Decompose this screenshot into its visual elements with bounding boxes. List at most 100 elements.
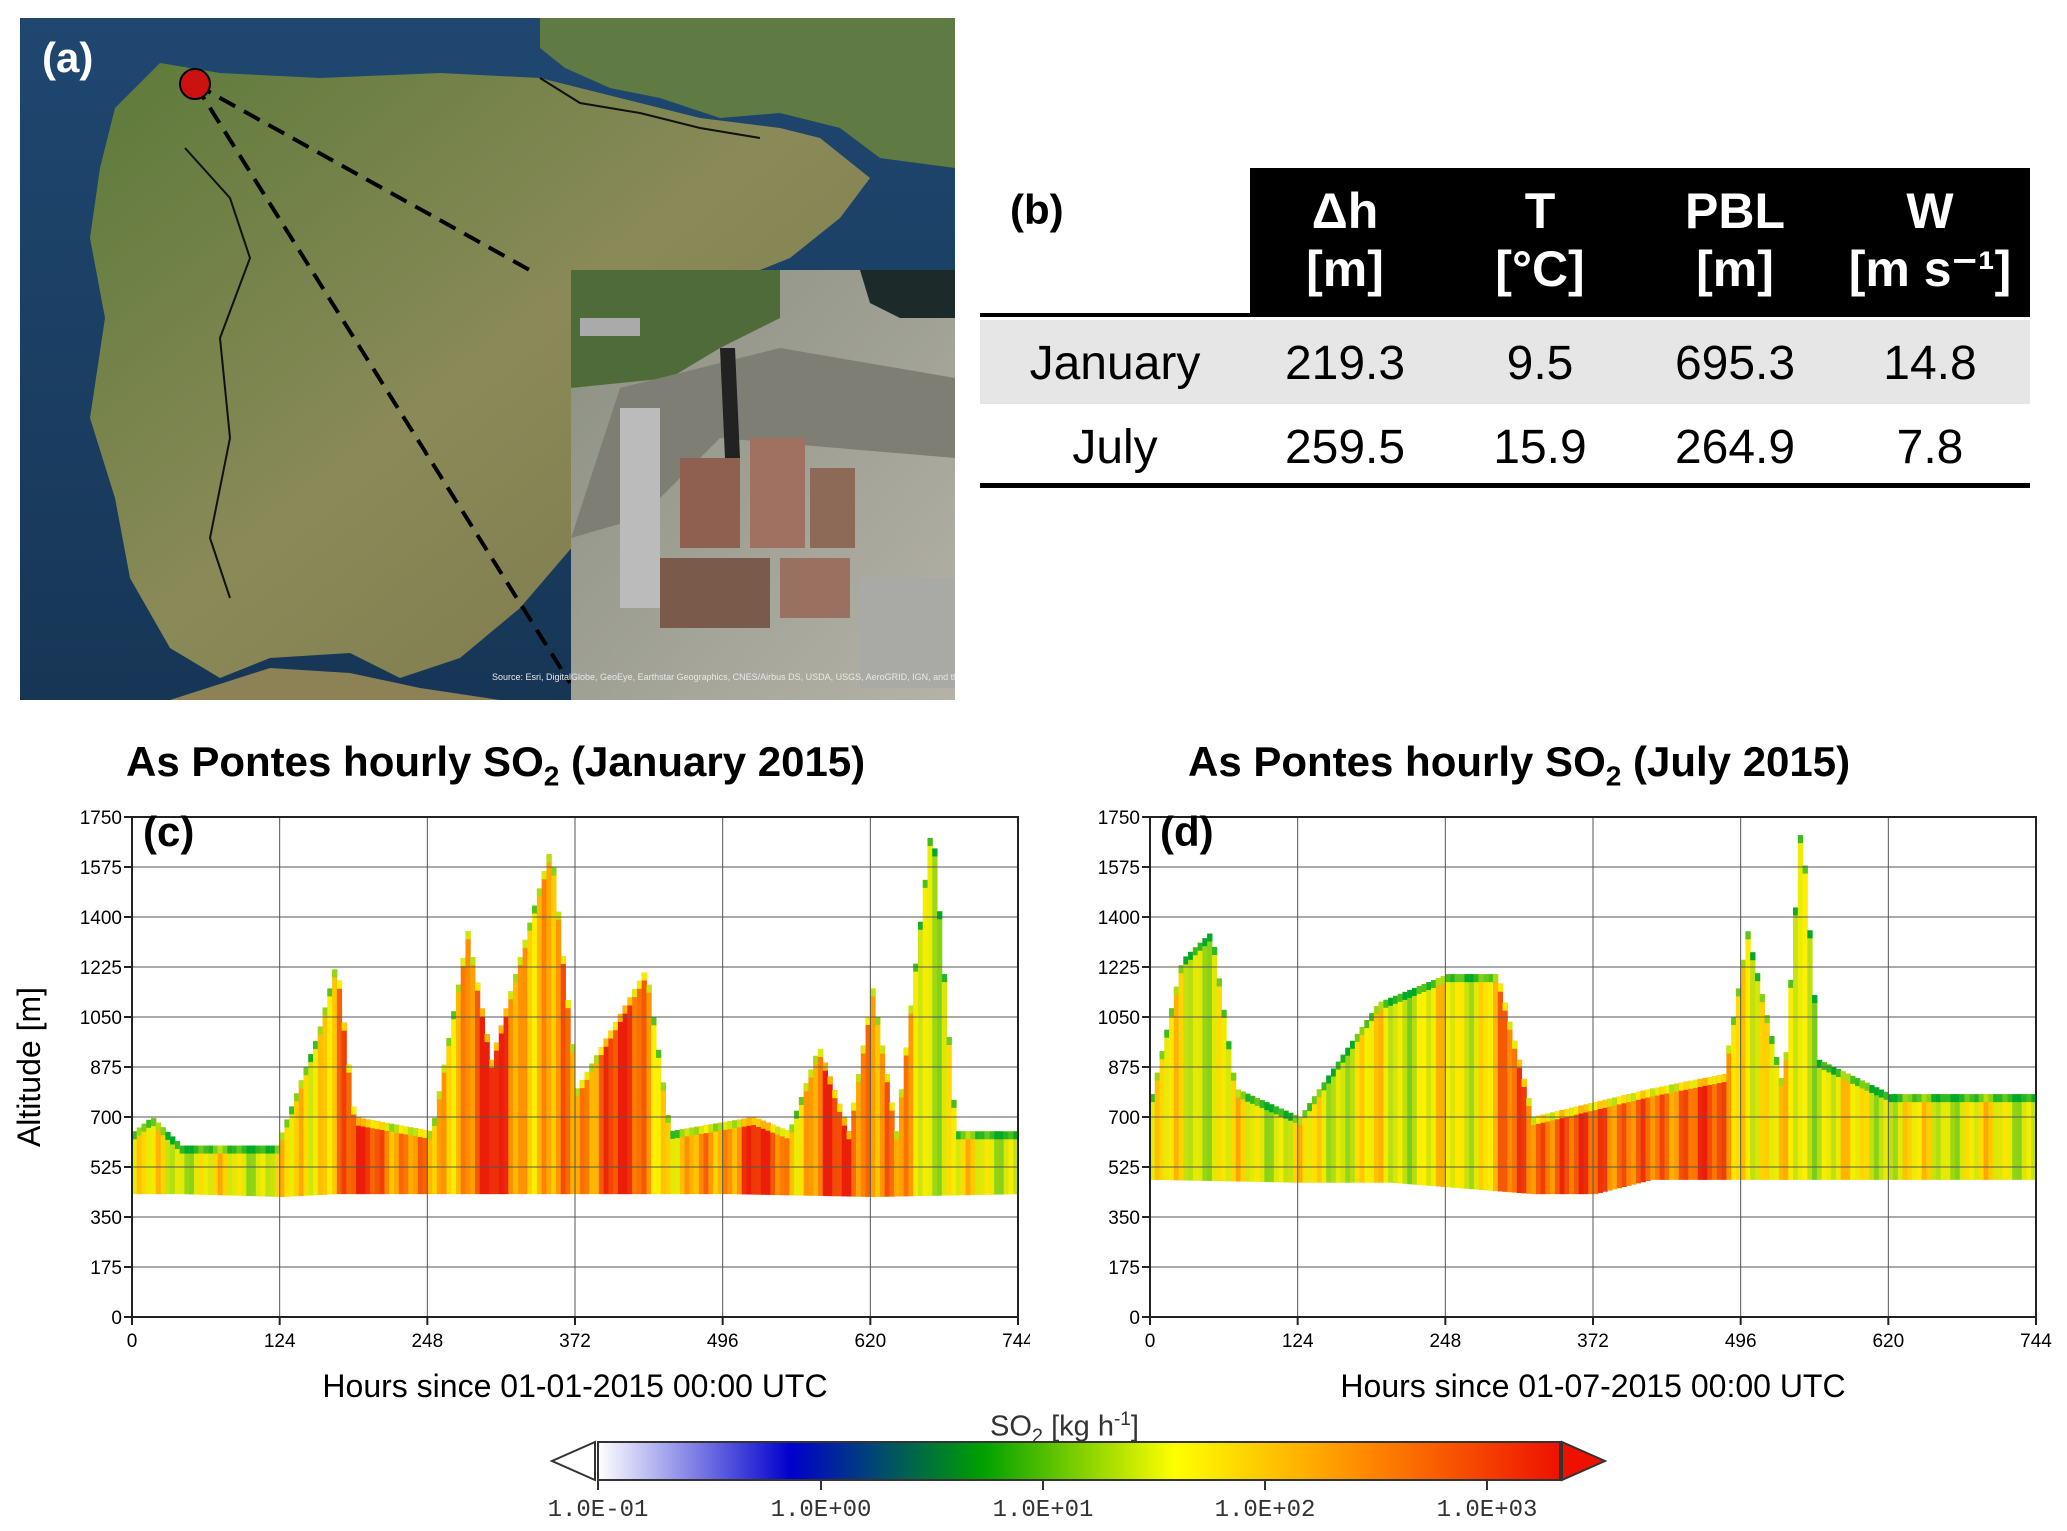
heat-strip-edge	[994, 1131, 1000, 1140]
heat-strip	[1588, 1103, 1594, 1195]
heat-strip-edge	[141, 1123, 147, 1132]
heat-strip-edge	[255, 1145, 262, 1154]
heat-strip-edge	[151, 1118, 157, 1127]
heat-strip-edge	[1450, 974, 1456, 983]
heat-strip	[579, 1080, 586, 1195]
heat-strip	[898, 1089, 905, 1197]
heat-strip	[570, 1044, 576, 1195]
heat-strip-edge	[741, 1118, 747, 1127]
heat-strip-edge	[279, 1132, 285, 1141]
heat-strip	[198, 1145, 204, 1195]
x-tick-label: 248	[411, 1331, 443, 1352]
heat-strip-edge	[908, 1005, 914, 1014]
heat-strip	[284, 1119, 290, 1197]
heat-strip-edge	[1731, 1017, 1737, 1025]
heat-strip	[1850, 1075, 1856, 1180]
heat-strip-edge	[813, 1055, 819, 1064]
heat-strip-edge	[1392, 995, 1399, 1004]
heat-strip-edge	[308, 1054, 314, 1063]
heat-strip	[1278, 1108, 1284, 1183]
heat-strip	[1997, 1094, 2004, 1180]
y-tick-label: 350	[90, 1208, 122, 1229]
heat-strip-edge	[1321, 1082, 1327, 1091]
heat-strip-edge	[1207, 933, 1213, 942]
heat-strip	[879, 1045, 886, 1197]
heat-strip-edge	[536, 888, 543, 897]
heat-strip	[756, 1118, 762, 1195]
heat-strip	[417, 1129, 424, 1195]
heat-strip-edge	[751, 1117, 757, 1125]
heat-strip	[1397, 993, 1403, 1184]
heat-strip-edge	[165, 1131, 171, 1140]
heat-strip	[1492, 974, 1499, 1192]
heat-strip-edge	[384, 1122, 390, 1131]
heat-strip-edge	[1764, 1015, 1770, 1024]
y-tick-label: 525	[90, 1158, 122, 1179]
heat-strip	[1673, 1083, 1680, 1180]
heat-strip-edge	[1807, 930, 1813, 939]
heat-strip-edge	[1597, 1101, 1604, 1109]
heat-strip	[875, 1017, 881, 1197]
heat-strip-edge	[636, 980, 643, 989]
heat-strip	[1721, 1074, 1727, 1180]
heat-strip	[541, 871, 547, 1195]
heat-strip-edge	[298, 1080, 304, 1089]
heat-strip	[341, 1022, 347, 1195]
heat-strip	[832, 1090, 838, 1197]
heat-strip-edge	[1416, 985, 1423, 994]
heat-strip	[1554, 1111, 1561, 1195]
map-credit: Source: Esri, DigitalGlobe, GeoEye, Eart…	[492, 672, 955, 682]
heat-strip-edge	[1526, 1097, 1532, 1106]
heat-strip	[665, 1115, 671, 1195]
heat-strip-edge	[1264, 1102, 1270, 1111]
heat-strip-edge	[1169, 1008, 1175, 1017]
heat-strip-edge	[846, 1131, 852, 1140]
heat-strip	[527, 922, 533, 1195]
heat-strip	[1550, 1112, 1556, 1195]
heat-strip-edge	[517, 957, 524, 965]
heat-strip	[1250, 1095, 1256, 1182]
heat-strip-edge	[327, 988, 333, 997]
heat-strip-edge	[951, 1099, 957, 1108]
heat-strip-edge	[1364, 1020, 1370, 1029]
heat-strip-edge	[975, 1131, 981, 1140]
heat-strip-edge	[1902, 1094, 1908, 1103]
heat-strip	[1235, 1089, 1242, 1182]
heat-strip	[632, 989, 638, 1195]
heat-strip	[365, 1119, 371, 1195]
heat-strip-edge	[1593, 1102, 1599, 1111]
heat-strip	[255, 1145, 262, 1197]
heat-strip-edge	[246, 1145, 252, 1154]
heat-strip-edge	[579, 1080, 586, 1089]
heat-strip	[1559, 1110, 1565, 1195]
x-tick-label: 744	[1002, 1331, 1030, 1352]
heat-strip	[146, 1119, 152, 1195]
heat-strip	[636, 980, 643, 1195]
heat-strip	[1445, 974, 1451, 1188]
heat-strip	[779, 1128, 786, 1196]
heat-strip-edge	[1859, 1080, 1866, 1089]
heat-strip	[1845, 1073, 1851, 1180]
heat-strip	[1516, 1059, 1523, 1193]
heat-strip	[141, 1123, 147, 1195]
heat-strip	[660, 1082, 667, 1195]
heat-strip-edge	[560, 955, 566, 964]
heat-strip-edge	[1635, 1091, 1642, 1100]
heat-strip	[651, 1017, 657, 1195]
heat-strip	[227, 1145, 233, 1196]
heat-strip-edge	[784, 1130, 790, 1139]
x-tick-label: 620	[854, 1331, 886, 1352]
header-t: T [°C]	[1495, 183, 1585, 297]
heat-strip-edge	[1250, 1095, 1256, 1104]
heat-strip-edge	[1816, 1059, 1823, 1068]
heat-strip-edge	[632, 989, 638, 998]
heat-strip	[1759, 994, 1765, 1180]
heat-strip	[1211, 947, 1218, 1182]
heat-strip-edge	[1955, 1094, 1961, 1103]
heat-strip	[451, 1011, 457, 1195]
heat-strip-edge	[179, 1145, 185, 1154]
heat-strip-edge	[193, 1145, 200, 1154]
heat-strip	[374, 1121, 381, 1195]
heat-strip-edge	[1531, 1117, 1537, 1125]
heat-strip	[1935, 1094, 1942, 1180]
